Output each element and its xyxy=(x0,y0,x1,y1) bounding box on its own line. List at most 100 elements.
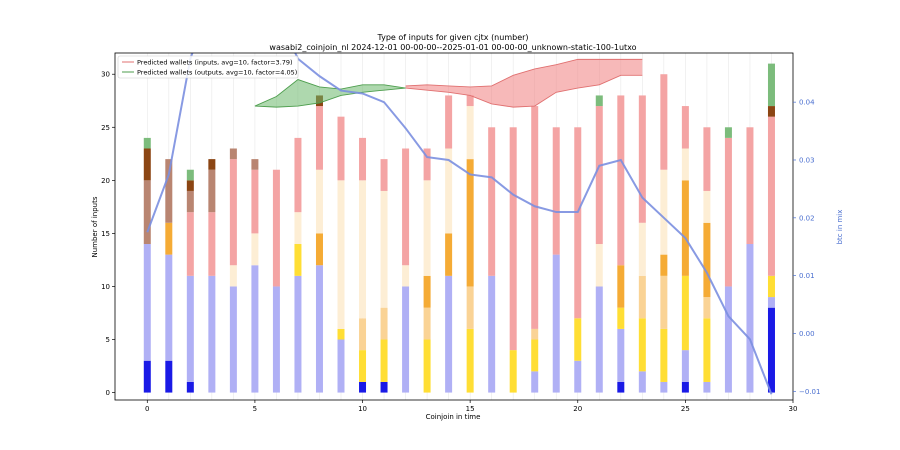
bar-segment xyxy=(574,127,582,319)
bar-segment xyxy=(380,190,388,308)
bar-segment xyxy=(315,106,323,170)
bar-segment xyxy=(251,169,259,234)
bar-segment xyxy=(595,95,603,107)
bar-segment xyxy=(574,360,582,393)
bar-segment xyxy=(509,127,517,351)
band-inputs-bottom xyxy=(405,74,643,108)
bar-segment xyxy=(681,275,689,351)
bar-segment xyxy=(531,106,539,329)
bar-segment xyxy=(186,180,194,191)
bar-segment xyxy=(767,307,775,393)
bar-segment xyxy=(229,265,237,287)
bar-segment xyxy=(143,148,151,181)
x-axis: 0 5 10 15 20 25 30 xyxy=(145,400,797,413)
bar-segment xyxy=(681,381,689,393)
bar-segment xyxy=(595,106,603,245)
y-tick-label: 10 xyxy=(101,283,110,291)
x-tick-label: 5 xyxy=(253,405,257,413)
bar-segment xyxy=(186,190,194,213)
y-axis-label: Number of inputs xyxy=(91,196,99,257)
bar-segment xyxy=(746,127,754,245)
bar-segment xyxy=(617,307,625,329)
y-axis: 0 5 10 15 20 25 30 xyxy=(101,71,115,397)
bars xyxy=(143,63,775,393)
bar-segment xyxy=(359,350,367,382)
bar-segment xyxy=(724,127,732,138)
bar-segment xyxy=(272,169,280,287)
bar-segment xyxy=(574,318,582,361)
bar-segment xyxy=(746,244,754,393)
bar-segment xyxy=(229,159,237,266)
bar-segment xyxy=(767,106,775,117)
y-tick-label: 25 xyxy=(101,124,110,132)
bar-segment xyxy=(660,328,668,382)
y-tick-label: 30 xyxy=(101,71,110,79)
bar-segment xyxy=(638,275,646,319)
bar-segment xyxy=(466,159,474,287)
btc-line xyxy=(146,53,773,395)
bar-segment xyxy=(402,265,410,287)
bar-segment xyxy=(165,159,173,223)
bar-segment xyxy=(143,137,151,149)
bar-segment xyxy=(186,169,194,181)
bar-segment xyxy=(380,381,388,393)
bar-segment xyxy=(186,212,194,276)
bar-segment xyxy=(315,265,323,393)
bar-segment xyxy=(165,360,173,393)
y2-tick-label: 0.04 xyxy=(799,99,815,107)
bar-segment xyxy=(595,244,603,287)
bar-segment xyxy=(251,159,259,170)
bar-segment xyxy=(660,74,668,170)
bar-segment xyxy=(294,275,302,393)
bar-segment xyxy=(466,95,474,107)
bar-segment xyxy=(681,350,689,382)
bar-segment xyxy=(380,159,388,191)
bar-segment xyxy=(617,381,625,393)
plot-frame xyxy=(114,52,794,401)
bar-segment xyxy=(294,212,302,245)
bar-segment xyxy=(445,275,453,393)
bar-segment xyxy=(552,127,560,255)
bar-segment xyxy=(165,254,173,361)
band-outputs-bottom xyxy=(254,87,406,108)
bar-segment xyxy=(337,116,345,181)
bar-segment xyxy=(380,339,388,382)
bar-segment xyxy=(703,318,711,382)
y2-tick-label: 0.03 xyxy=(799,156,815,164)
bar-segment xyxy=(466,106,474,160)
bar-segment xyxy=(445,95,453,149)
bar-segment xyxy=(445,148,453,234)
bar-segment xyxy=(703,222,711,298)
bar-segment xyxy=(767,63,775,107)
y2-tick-label: 0.02 xyxy=(799,214,815,222)
bar-segment xyxy=(423,148,431,181)
y-tick-label: 15 xyxy=(101,230,110,238)
band-outputs-area xyxy=(254,79,406,108)
bar-segment xyxy=(143,360,151,393)
band-inputs-top xyxy=(405,58,643,88)
bar-segment xyxy=(143,244,151,361)
bar-segment xyxy=(703,127,711,191)
legend-label-inputs: Predicted wallets (inputs, avg=10, facto… xyxy=(137,59,293,67)
y2-tick-label: 0.01 xyxy=(799,272,815,280)
bar-segment xyxy=(531,328,539,340)
bar-segment xyxy=(552,254,560,393)
band-outputs-top xyxy=(254,79,406,107)
bar-segment xyxy=(660,275,668,329)
bar-segment xyxy=(423,275,431,308)
bar-segment xyxy=(186,381,194,393)
bar-segment xyxy=(380,307,388,340)
bar-segment xyxy=(638,222,646,276)
x-tick-label: 15 xyxy=(466,405,475,413)
bar-segment xyxy=(488,275,496,393)
bar-segment xyxy=(767,297,775,308)
bar-segment xyxy=(208,212,216,276)
prediction-bands xyxy=(254,58,643,108)
bar-segment xyxy=(703,381,711,393)
bar-segment xyxy=(531,339,539,372)
x-tick-label: 0 xyxy=(145,405,149,413)
bar-segment xyxy=(466,286,474,329)
bar-segment xyxy=(724,137,732,287)
bar-segment xyxy=(617,95,625,266)
